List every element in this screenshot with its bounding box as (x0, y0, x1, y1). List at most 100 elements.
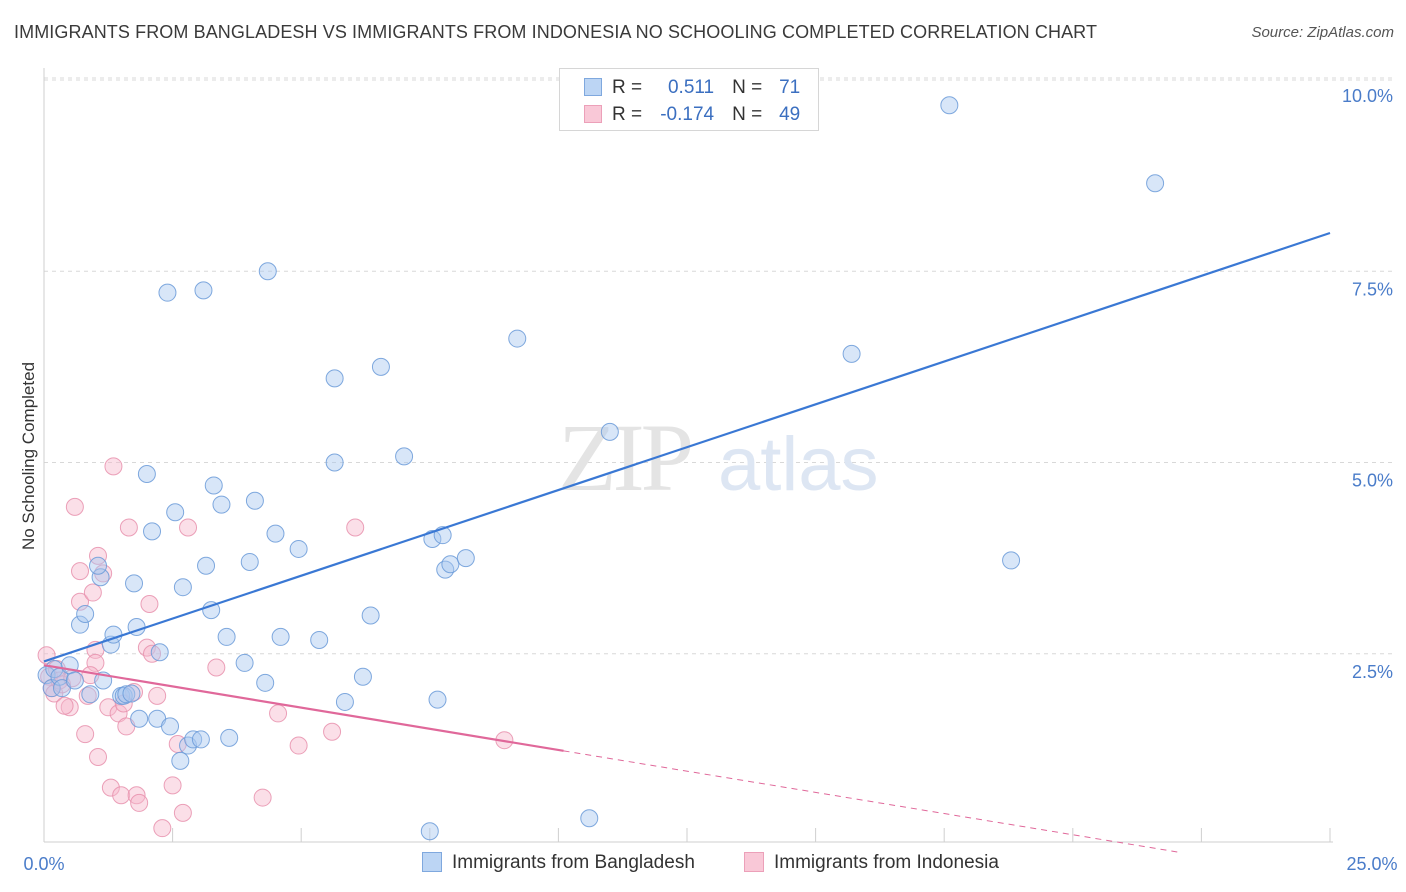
indonesia-point (130, 793, 149, 812)
bangladesh-point (212, 495, 231, 514)
y-axis-label: No Schooling Completed (19, 362, 38, 550)
bangladesh-point (580, 809, 599, 828)
bangladesh-point (508, 329, 527, 348)
bangladesh-point (441, 555, 460, 574)
bangladesh-point (395, 447, 414, 466)
legend-row-bangladesh: R = 0.511 N = 71 (584, 77, 800, 101)
legend-n-value: 71 (779, 77, 801, 98)
bangladesh-point (235, 653, 254, 672)
bottom-swatch-pink (744, 852, 764, 872)
bangladesh-point (436, 560, 455, 579)
y-tick-label: 5.0% (1352, 471, 1393, 491)
bangladesh-point (89, 556, 108, 575)
legend-n-label: N = (732, 77, 763, 98)
bangladesh-point (258, 262, 277, 281)
bangladesh-point (456, 549, 475, 568)
bangladesh-point (125, 574, 144, 593)
indonesia-point (71, 562, 90, 581)
bangladesh-point (204, 476, 223, 495)
indonesia-point (99, 698, 118, 717)
bangladesh-point (76, 604, 95, 623)
indonesia-point (289, 736, 308, 755)
indonesia-point (112, 786, 131, 805)
legend-r-value: -0.174 (660, 104, 715, 125)
y-tick-label: 7.5% (1352, 279, 1393, 299)
bangladesh-point (335, 692, 354, 711)
bangladesh-point (1002, 551, 1021, 570)
bangladesh-point (137, 464, 156, 483)
bangladesh-point (266, 524, 285, 543)
bottom-legend-indonesia: Immigrants from Indonesia (744, 852, 999, 874)
bangladesh-point (161, 717, 180, 736)
bangladesh-point (325, 453, 344, 472)
legend-swatch-blue (584, 78, 602, 96)
bangladesh-point (245, 491, 264, 510)
bangladesh-point (81, 685, 100, 704)
bangladesh-point (217, 627, 236, 646)
axes: 2.5% 5.0% 7.5% 10.0% (43, 68, 1393, 843)
y-tick-label: 2.5% (1352, 662, 1393, 682)
bangladesh-point (194, 281, 213, 300)
bangladesh-point (91, 568, 110, 587)
bangladesh-point (1146, 174, 1165, 193)
bangladesh-point (371, 357, 390, 376)
bangladesh-point (271, 627, 290, 646)
bangladesh-point (166, 503, 185, 522)
bangladesh-point (940, 96, 959, 115)
bangladesh-point (361, 606, 380, 625)
bottom-legend-label: Immigrants from Bangladesh (452, 852, 695, 873)
indonesia-point (153, 819, 172, 838)
indonesia-point (207, 658, 226, 677)
bangladesh-point (191, 730, 210, 749)
indonesia-point (253, 788, 272, 807)
indonesia-point (55, 696, 74, 715)
legend-r-value: 0.511 (667, 77, 715, 98)
bangladesh-point (173, 578, 192, 597)
indonesia-point (104, 457, 123, 476)
legend-n-label: N = (732, 104, 763, 125)
indonesia-point (163, 776, 182, 795)
bangladesh-point (423, 530, 442, 548)
bangladesh-point (122, 684, 141, 703)
bangladesh-point (353, 667, 372, 686)
legend-row-indonesia: R = -0.174 N = 49 (584, 104, 800, 128)
indonesia-point (143, 644, 162, 663)
indonesia-point (346, 518, 365, 537)
bangladesh-point (150, 643, 169, 662)
bangladesh-point (65, 671, 84, 690)
legend-r-label: R = (612, 77, 643, 98)
bangladesh-point (256, 673, 275, 692)
bangladesh-point (71, 615, 90, 634)
x-tick-label-min: 0.0% (23, 854, 64, 874)
indonesia-point (140, 595, 159, 614)
indonesia-points (37, 457, 514, 838)
bottom-legend-label: Immigrants from Indonesia (774, 852, 999, 873)
indonesia-point (65, 497, 84, 516)
source-credit: Source: ZipAtlas.com (1251, 24, 1394, 41)
indonesia-point (179, 518, 198, 537)
indonesia-point (323, 722, 342, 741)
indonesia-point (119, 518, 138, 537)
bangladesh-point (420, 822, 439, 841)
bangladesh-point (202, 601, 221, 620)
indonesia-trend-extension (563, 750, 1179, 853)
trend-lines (43, 231, 1331, 853)
bangladesh-point (289, 539, 308, 558)
bangladesh-point (143, 522, 162, 541)
legend-n-value: 49 (779, 104, 801, 125)
bangladesh-point (240, 552, 259, 571)
bottom-legend-bangladesh: Immigrants from Bangladesh (422, 852, 695, 874)
bangladesh-point (842, 344, 861, 363)
correlation-legend: R = 0.511 N = 71 R = -0.174 N = 49 (559, 68, 819, 131)
bangladesh-trend-line (43, 231, 1331, 663)
legend-swatch-pink (584, 105, 602, 123)
indonesia-point (83, 583, 102, 602)
bottom-swatch-blue (422, 852, 442, 872)
bangladesh-point (428, 690, 447, 709)
bangladesh-point (158, 283, 177, 302)
watermark-atlas: atlas (718, 422, 879, 507)
bangladesh-points (37, 96, 1165, 841)
bangladesh-point (171, 751, 190, 770)
indonesia-point (269, 704, 288, 723)
